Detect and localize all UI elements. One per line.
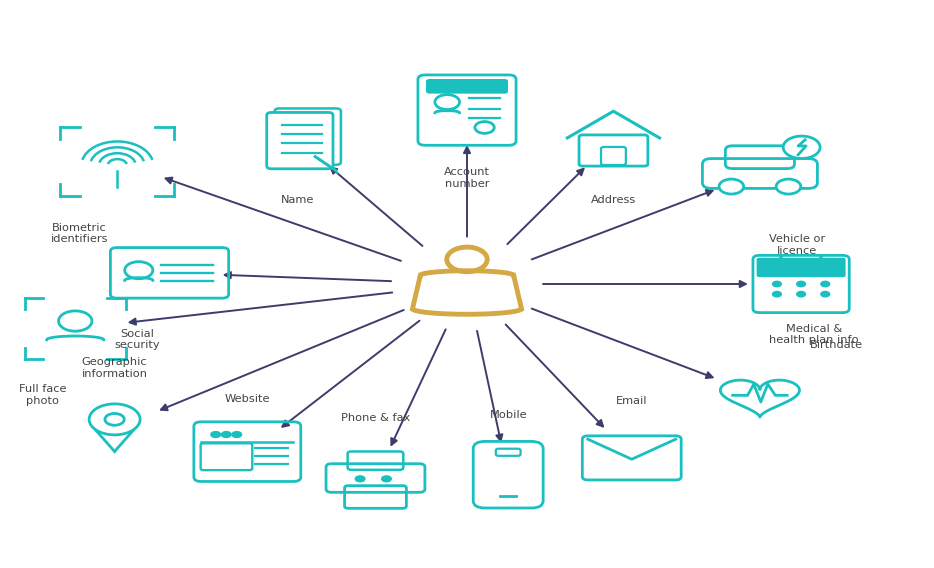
Circle shape	[784, 136, 820, 158]
Circle shape	[776, 179, 800, 194]
Text: Social
security: Social security	[115, 328, 161, 350]
FancyBboxPatch shape	[275, 108, 341, 165]
Text: Biometric
identifiers: Biometric identifiers	[50, 223, 108, 244]
Circle shape	[772, 291, 782, 297]
Text: Address: Address	[591, 195, 636, 205]
Text: Geographic
information: Geographic information	[81, 357, 148, 379]
Text: Phone & fax: Phone & fax	[341, 413, 410, 423]
Text: Birthdate: Birthdate	[811, 340, 863, 350]
Text: Website: Website	[224, 394, 270, 404]
Circle shape	[232, 432, 242, 437]
Text: Email: Email	[616, 396, 647, 407]
Text: Medical &
health plan info: Medical & health plan info	[769, 324, 858, 345]
Circle shape	[211, 432, 220, 437]
Circle shape	[797, 291, 805, 297]
Text: Vehicle or
licence: Vehicle or licence	[769, 234, 826, 256]
Circle shape	[221, 432, 231, 437]
Circle shape	[797, 281, 805, 287]
Circle shape	[382, 476, 391, 482]
FancyBboxPatch shape	[426, 79, 508, 94]
Circle shape	[355, 476, 365, 482]
Text: Mobile: Mobile	[489, 410, 527, 420]
Circle shape	[821, 281, 829, 287]
Circle shape	[772, 281, 782, 287]
Text: Name: Name	[281, 195, 315, 205]
Circle shape	[821, 291, 829, 297]
Text: Full face
photo: Full face photo	[19, 384, 66, 406]
Text: Account
number: Account number	[444, 167, 490, 189]
FancyBboxPatch shape	[757, 258, 845, 277]
FancyBboxPatch shape	[267, 112, 333, 169]
Circle shape	[719, 179, 743, 194]
